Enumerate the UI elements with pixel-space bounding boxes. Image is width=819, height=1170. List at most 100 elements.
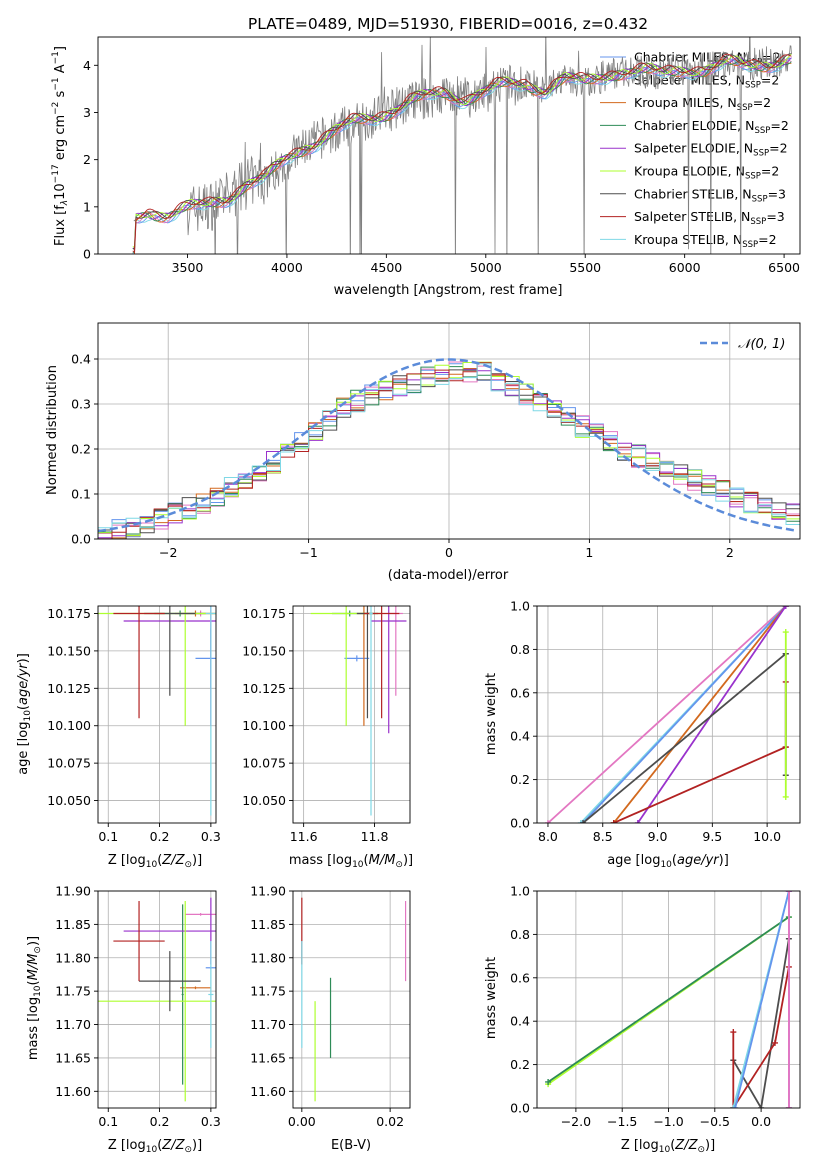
model-spectrum-chabrier_miles	[132, 58, 792, 254]
normal-legend-label: 𝒩(0, 1)	[738, 337, 785, 352]
massweight_vs_age-frame	[536, 605, 801, 824]
mass-ebv-xlabel: E(B-V)	[331, 1138, 371, 1153]
mw-z-ylabel: mass weight	[484, 957, 499, 1039]
massweight_vs_z-xtick-label-0: −2.0	[561, 1114, 591, 1129]
massweight_vs_z-line-6-chabrier_miles	[734, 891, 790, 1108]
massweight_vs_z-ytick-label-2: 0.4	[510, 1014, 530, 1029]
age_vs_mass-ytick-label-4: 10.150	[242, 643, 286, 658]
mass_vs_ebv-ytick-label-4: 11.80	[250, 950, 286, 965]
massweight_vs_age-line-6-salpeter_stelib	[613, 746, 787, 823]
residuals-xtick-label-0: −2	[159, 545, 177, 560]
massweight_vs_age-plot	[544, 606, 789, 823]
massweight_vs_z-xtick-label-3: −0.5	[700, 1114, 730, 1129]
legend-label-salpeter_stelib: Salpeter STELIB, NSSP=3	[634, 209, 785, 227]
model-spectrum-kroupa_elodie	[132, 53, 792, 249]
massweight_vs_z-xtick-label-2: −1.0	[653, 1114, 683, 1129]
age_vs_mass-axes: 11.6 11.8 10.050 10.075 10.100 10.125 10.150 10…	[242, 606, 410, 844]
mass_vs_ebv-ytick-label-0: 11.60	[250, 1084, 286, 1099]
mass_vs_ebv-ytick-label-6: 11.90	[250, 884, 286, 899]
mass_vs_z-xtick-label-2: 0.3	[201, 1114, 221, 1129]
residuals-ytick-label-4: 0.4	[71, 352, 91, 367]
mass_vs_z-ytick-label-0: 11.60	[55, 1084, 91, 1099]
residuals-ytick-label-3: 0.3	[71, 397, 91, 412]
massweight_vs_age-marker-9-1	[782, 629, 789, 636]
massweight_vs_age-ytick-label-1: 0.2	[510, 772, 530, 787]
massweight_vs_z-marker-2-1	[758, 1105, 765, 1108]
mass_vs_z-xtick-label-0: 0.1	[98, 1114, 118, 1129]
mass_vs_z-xtick-label-1: 0.2	[150, 1114, 170, 1129]
massweight_vs_age-ytick-label-4: 0.8	[510, 642, 530, 657]
residuals-ylabel: Normed distribution	[45, 365, 60, 495]
mass_vs_z-ytick-label-6: 11.90	[55, 884, 91, 899]
age_vs_z-xtick-label-2: 0.3	[201, 829, 221, 844]
mass_vs_ebv-ytick-label-1: 11.65	[250, 1050, 286, 1065]
massweight_vs_z-plot	[545, 891, 792, 1108]
residuals-ytick-label-0: 0.0	[71, 532, 91, 547]
age_vs_z-plot	[98, 606, 216, 816]
mw-z-xlabel: Z [log10(Z/Z⊙)]	[621, 1138, 715, 1155]
age_vs_mass-ytick-label-2: 10.100	[242, 718, 286, 733]
mass_vs_z-ytick-label-4: 11.80	[55, 950, 91, 965]
spectrum-title: PLATE=0489, MJD=51930, FIBERID=0016, z=0…	[248, 15, 648, 33]
spectrum-xtick-label-0: 3500	[172, 260, 204, 275]
spectrum-xtick-label-3: 5000	[470, 260, 502, 275]
legend-label-chabrier_elodie: Chabrier ELODIE, NSSP=2	[634, 118, 789, 136]
model-spectrum-salpeter_stelib	[132, 53, 792, 254]
massweight_vs_age-xtick-label-1: 8.5	[593, 829, 613, 844]
residuals-ytick-label-1: 0.1	[71, 487, 91, 502]
age-mass-xlabel: mass [log10(M/M⊙)]	[289, 853, 413, 870]
age-z-xlabel: Z [log10(Z/Z⊙)]	[108, 853, 202, 870]
spectrum-xlabel: wavelength [Angstrom, rest frame]	[334, 283, 563, 298]
spectrum-xtick-label-5: 6000	[669, 260, 701, 275]
massweight_vs_age-marker-4-0	[634, 820, 641, 823]
massweight_vs_age-xtick-label-4: 10.0	[753, 829, 781, 844]
residuals-frame	[97, 322, 801, 540]
massweight_vs_age-marker-1-0	[577, 820, 584, 823]
age_vs_mass-ytick-label-3: 10.125	[242, 681, 286, 696]
mass-z-xlabel: Z [log10(Z/Z⊙)]	[108, 1138, 202, 1155]
legend-label-salpeter_elodie: Salpeter ELODIE, NSSP=2	[634, 141, 788, 159]
spectrum-ylabel: Flux [fλ10−17 erg cm−2 s−1 A−1]	[51, 46, 70, 246]
mass_vs_z-frame	[97, 890, 217, 1109]
residuals-xtick-label-1: −1	[299, 545, 317, 560]
age_vs_z-xtick-label-0: 0.1	[98, 829, 118, 844]
plot-layer: 3500 4000 4500 5000 5500 6000 6500 0 1 2 3 4 −2 −1 0 1 2…	[47, 36, 801, 1129]
mass_vs_z-ytick-label-2: 11.70	[55, 1017, 91, 1032]
mass_vs_ebv-ytick-label-5: 11.85	[250, 917, 286, 932]
massweight_vs_age-marker-0-0	[544, 820, 551, 823]
residual-hist-salpeter_stelib	[98, 362, 800, 539]
spectrum-ytick-label-1: 1	[83, 199, 91, 214]
massweight_vs_age-line-5-chabrier_stelib	[582, 653, 787, 823]
spectrum-xtick-label-6: 6500	[768, 260, 800, 275]
residuals-ytick-label-2: 0.2	[71, 442, 91, 457]
massweight_vs_z-xtick-label-1: −1.5	[607, 1114, 637, 1129]
age_vs_z-ytick-label-5: 10.175	[47, 606, 91, 621]
massweight_vs_age-line-2-chabrier_miles	[582, 606, 787, 823]
spectrum-ytick-label-2: 2	[83, 152, 91, 167]
age_vs_mass-plot	[310, 606, 407, 816]
age_vs_z-ytick-label-1: 10.075	[47, 756, 91, 771]
age_vs_z-ytick-label-2: 10.100	[47, 718, 91, 733]
age_vs_mass-frame	[292, 605, 411, 824]
spectrum-xtick-label-2: 4500	[370, 260, 402, 275]
massweight_vs_z-marker-6-0	[732, 1105, 739, 1108]
residuals-xtick-label-3: 1	[585, 545, 593, 560]
mass_vs_ebv-frame	[292, 890, 411, 1109]
massweight_vs_z-ytick-label-4: 0.8	[510, 927, 530, 942]
spectrum-axes: 3500 4000 4500 5000 5500 6000 6500 0 1 2 3 4	[83, 58, 800, 275]
massweight_vs_age-xtick-label-2: 9.0	[648, 829, 668, 844]
age_vs_z-ytick-label-4: 10.150	[47, 643, 91, 658]
age_vs_mass-ytick-label-0: 10.050	[242, 793, 286, 808]
spectrum-ytick-label-4: 4	[83, 58, 91, 73]
mass_vs_z-ytick-label-5: 11.85	[55, 917, 91, 932]
massweight_vs_age-marker-4-1	[782, 606, 789, 609]
massweight_vs_age-ytick-label-3: 0.6	[510, 685, 530, 700]
residuals-xtick-label-4: 2	[726, 545, 734, 560]
residuals-xtick-label-2: 0	[445, 545, 453, 560]
age_vs_mass-ytick-label-1: 10.075	[242, 756, 286, 771]
massweight_vs_z-line-1-chabrier_elodie	[547, 916, 790, 1083]
normal-curve	[98, 358, 798, 533]
age_vs_z-frame	[97, 605, 217, 824]
